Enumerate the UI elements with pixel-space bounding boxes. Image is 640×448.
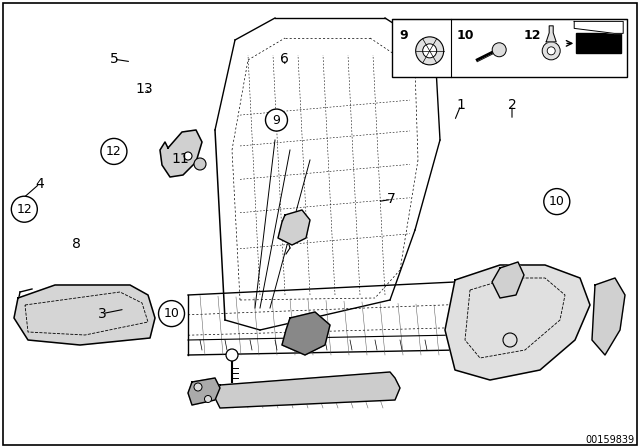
- Polygon shape: [282, 312, 330, 355]
- Circle shape: [226, 349, 238, 361]
- Circle shape: [194, 158, 206, 170]
- Text: 12: 12: [106, 145, 122, 158]
- Text: 7: 7: [387, 192, 396, 207]
- Circle shape: [266, 109, 287, 131]
- Text: 1: 1: [456, 98, 465, 112]
- Circle shape: [194, 383, 202, 391]
- Polygon shape: [188, 378, 220, 405]
- Circle shape: [492, 43, 506, 57]
- Circle shape: [184, 152, 192, 160]
- Text: 00159839: 00159839: [586, 435, 635, 445]
- Circle shape: [101, 138, 127, 164]
- Polygon shape: [592, 278, 625, 355]
- Text: 10: 10: [456, 29, 474, 42]
- Text: 11: 11: [172, 152, 189, 166]
- Text: 13: 13: [136, 82, 154, 96]
- Polygon shape: [445, 265, 590, 380]
- Polygon shape: [576, 34, 621, 53]
- Circle shape: [416, 37, 444, 65]
- Circle shape: [544, 189, 570, 215]
- Polygon shape: [278, 210, 310, 245]
- Text: 9: 9: [273, 113, 280, 127]
- Text: 4: 4: [35, 177, 44, 191]
- Text: 9: 9: [399, 29, 408, 42]
- Circle shape: [542, 42, 560, 60]
- Circle shape: [422, 44, 436, 58]
- Polygon shape: [215, 372, 400, 408]
- Text: 10: 10: [164, 307, 179, 320]
- Text: 5: 5: [109, 52, 118, 66]
- Circle shape: [12, 196, 37, 222]
- Polygon shape: [492, 262, 524, 298]
- Text: 12: 12: [17, 202, 32, 216]
- Circle shape: [205, 396, 211, 402]
- Text: 10: 10: [549, 195, 564, 208]
- Text: 12: 12: [524, 29, 541, 42]
- Text: 8: 8: [72, 237, 81, 251]
- Text: 6: 6: [280, 52, 289, 66]
- Text: 2: 2: [508, 98, 516, 112]
- Circle shape: [547, 47, 556, 55]
- Polygon shape: [160, 130, 202, 177]
- Polygon shape: [574, 22, 623, 34]
- Polygon shape: [546, 26, 556, 42]
- Text: 3: 3: [98, 306, 107, 321]
- Polygon shape: [14, 285, 155, 345]
- Bar: [392, 19, 627, 77]
- Circle shape: [159, 301, 184, 327]
